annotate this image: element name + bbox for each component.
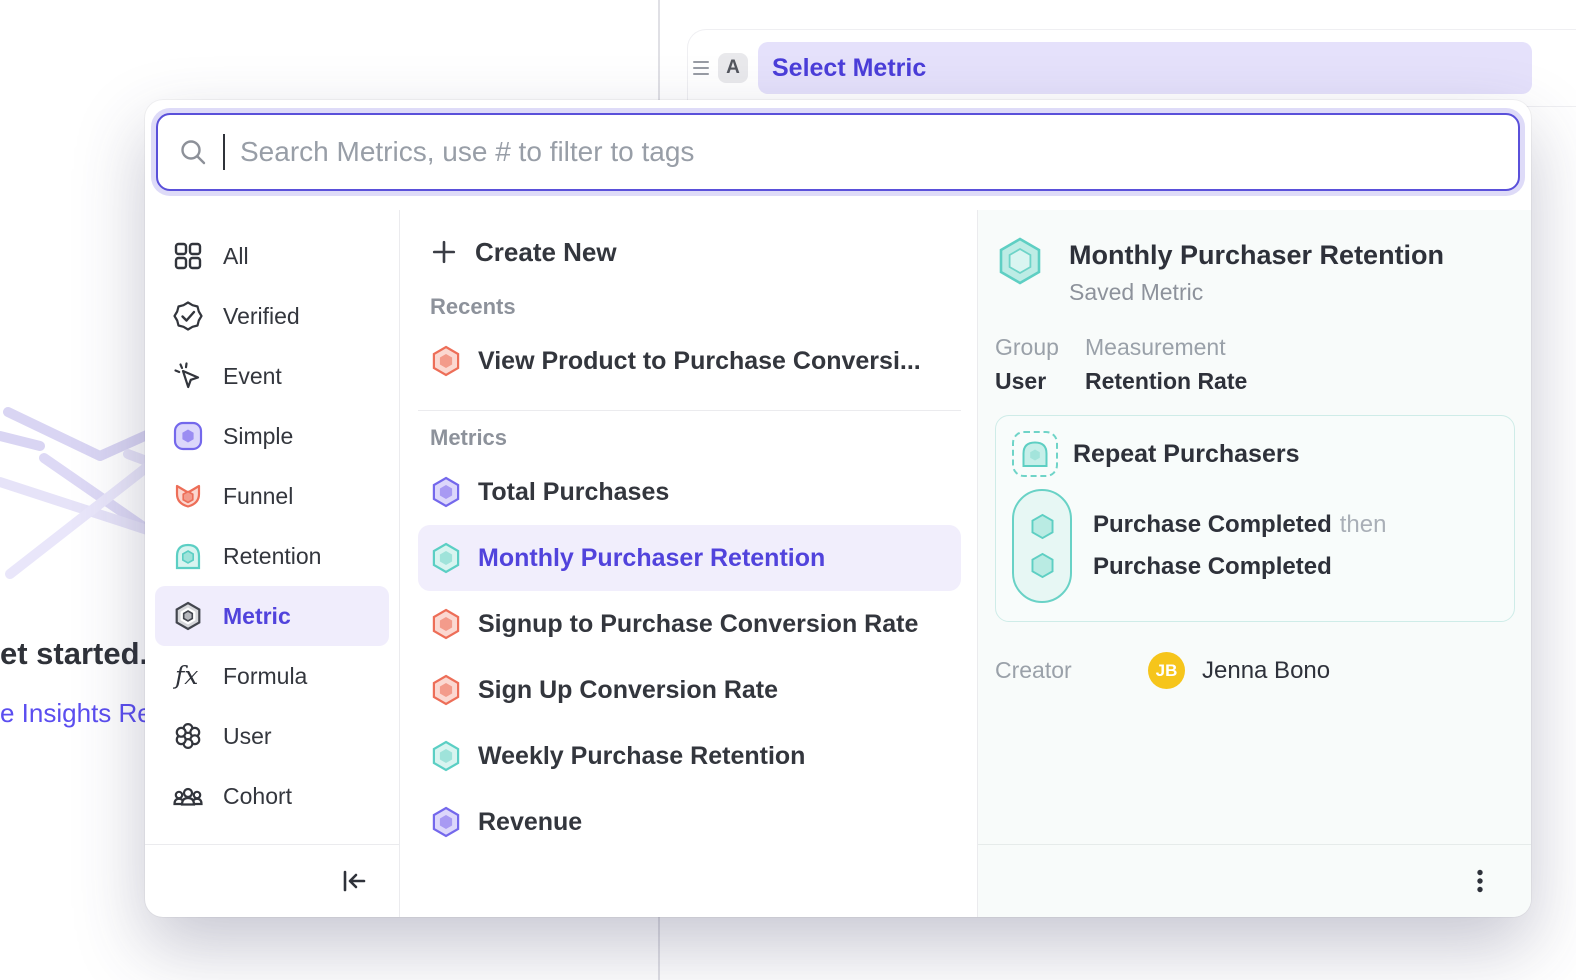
sidebar-item-label: Cohort — [223, 782, 293, 809]
simple-hexagon-icon — [430, 476, 462, 508]
drag-handle-icon[interactable] — [693, 60, 709, 76]
retention-hexagon-icon — [430, 542, 462, 574]
metric-list-item[interactable]: Signup to Purchase Conversion Rate — [418, 591, 961, 657]
create-new-button[interactable]: Create New — [418, 224, 961, 280]
measurement-label: Measurement — [1085, 334, 1226, 360]
select-metric-label: Select Metric — [772, 53, 927, 82]
metric-list-item[interactable]: Revenue — [418, 789, 961, 855]
preview-footer — [978, 844, 1531, 917]
create-new-label: Create New — [475, 236, 617, 267]
search-placeholder: Search Metrics, use # to filter to tags — [240, 136, 695, 167]
svg-text:ƒx: ƒx — [173, 661, 198, 690]
metric-item-label: Weekly Purchase Retention — [478, 741, 806, 770]
metric-preview-panel: Monthly Purchaser Retention Saved Metric… — [978, 210, 1531, 917]
filter-sidebar: All Verified Event — [145, 210, 400, 917]
step-hexagon-icon — [1029, 513, 1056, 540]
metric-list-item[interactable]: Total Purchases — [418, 459, 961, 525]
collapse-left-icon[interactable] — [339, 866, 369, 896]
group-label: Group — [995, 334, 1059, 360]
get-started-text: et started. — [0, 636, 148, 671]
sidebar-item-all[interactable]: All — [145, 226, 399, 286]
funnel-hexagon-icon — [430, 674, 462, 706]
cohort-icon — [173, 781, 203, 811]
funnel-hexagon-icon — [430, 608, 462, 640]
sidebar-item-label: Simple — [223, 422, 294, 449]
list-divider — [418, 410, 961, 411]
sidebar-item-simple[interactable]: Simple — [145, 406, 399, 466]
simple-hexagon-icon — [430, 806, 462, 838]
metric-list-item[interactable]: Weekly Purchase Retention — [418, 723, 961, 789]
sidebar-item-user[interactable]: User — [145, 706, 399, 766]
funnel-step: Purchase Completed — [1093, 553, 1332, 580]
definition-card: Repeat Purchasers — [995, 415, 1515, 622]
sidebar-item-label: Funnel — [223, 482, 294, 509]
text-caret — [223, 134, 225, 170]
creator-label: Creator — [995, 657, 1072, 683]
retention-icon — [173, 541, 203, 571]
metrics-header: Metrics — [430, 425, 508, 450]
metric-item-label: Total Purchases — [478, 477, 670, 506]
metric-list-item-selected[interactable]: Monthly Purchaser Retention — [418, 525, 961, 591]
funnel-step: Purchase Completed then — [1093, 511, 1387, 538]
metric-item-label: Monthly Purchaser Retention — [478, 543, 826, 572]
funnel-hexagon-icon — [430, 345, 462, 377]
retention-hexagon-icon-large — [995, 236, 1045, 306]
select-metric-button[interactable]: Select Metric — [758, 42, 1532, 94]
creator-name: Jenna Bono — [1202, 656, 1331, 684]
formula-icon: ƒx — [173, 661, 203, 691]
funnel-icon — [173, 481, 203, 511]
sidebar-item-label: User — [223, 722, 272, 749]
kebab-menu-icon[interactable] — [1467, 868, 1493, 894]
recents-header: Recents — [430, 294, 516, 319]
metric-item-label: Revenue — [478, 807, 583, 836]
group-value: User — [995, 368, 1047, 394]
grid-icon — [173, 241, 203, 271]
recent-item-label: View Product to Purchase Conversi... — [478, 346, 921, 375]
metric-hexagon-icon — [173, 601, 203, 631]
recent-item[interactable]: View Product to Purchase Conversi... — [418, 328, 961, 394]
sidebar-item-label: Retention — [223, 542, 322, 569]
event-cursor-icon — [173, 361, 203, 391]
preview-subtitle: Saved Metric — [1069, 279, 1204, 305]
sidebar-item-label: Event — [223, 362, 282, 389]
sidebar-item-label: All — [223, 242, 249, 269]
sidebar-item-formula[interactable]: ƒx Formula — [145, 646, 399, 706]
metric-picker-modal: Search Metrics, use # to filter to tags … — [145, 100, 1531, 917]
step-connector: then — [1339, 511, 1387, 538]
verified-badge-icon — [173, 301, 203, 331]
creator-avatar: JB — [1148, 652, 1185, 689]
sidebar-item-funnel[interactable]: Funnel — [145, 466, 399, 526]
query-builder-row: A Select Metric — [688, 30, 1576, 106]
repeat-purchasers-icon — [1012, 431, 1058, 477]
simple-metric-icon — [173, 421, 203, 451]
sidebar-item-label: Metric — [223, 602, 291, 629]
step-hexagon-icon — [1029, 552, 1056, 579]
metric-list-panel: Create New Recents View Product to Purch… — [400, 210, 978, 917]
metric-item-label: Signup to Purchase Conversion Rate — [478, 609, 919, 638]
sidebar-footer — [145, 844, 399, 917]
sidebar-item-event[interactable]: Event — [145, 346, 399, 406]
measurement-value: Retention Rate — [1085, 368, 1248, 394]
row-label-badge[interactable]: A — [718, 53, 748, 83]
sidebar-item-metric[interactable]: Metric — [155, 586, 389, 646]
metric-list-item[interactable]: Sign Up Conversion Rate — [418, 657, 961, 723]
insights-report-link[interactable]: e Insights Re — [0, 698, 150, 728]
sidebar-item-verified[interactable]: Verified — [145, 286, 399, 346]
sidebar-item-retention[interactable]: Retention — [145, 526, 399, 586]
sidebar-item-cohort[interactable]: Cohort — [145, 766, 399, 826]
search-input[interactable]: Search Metrics, use # to filter to tags — [156, 113, 1520, 191]
sidebar-item-label: Formula — [223, 662, 308, 689]
funnel-steps-capsule — [1012, 489, 1072, 603]
metric-item-label: Sign Up Conversion Rate — [478, 675, 779, 704]
preview-title: Monthly Purchaser Retention — [1069, 240, 1445, 270]
definition-name: Repeat Purchasers — [1073, 439, 1300, 468]
sidebar-item-label: Verified — [223, 302, 300, 329]
user-cluster-icon — [173, 721, 203, 751]
search-icon — [178, 137, 208, 167]
retention-hexagon-icon — [430, 740, 462, 772]
plus-icon — [430, 238, 458, 266]
